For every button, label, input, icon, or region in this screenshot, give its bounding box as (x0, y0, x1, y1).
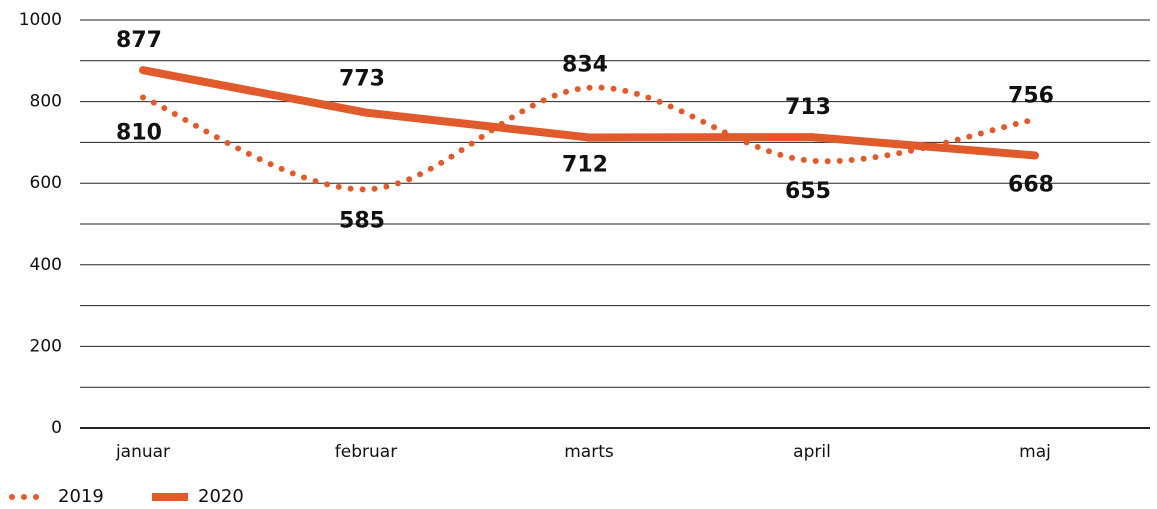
y-tick-label: 1000 (19, 10, 62, 30)
line-series (139, 66, 1039, 160)
data-label: 773 (339, 67, 385, 92)
y-tick-label: 0 (51, 418, 62, 438)
line-series (140, 84, 1038, 193)
x-tick-label: januar (115, 442, 170, 462)
y-tick-label: 600 (30, 173, 62, 193)
y-tick-label: 800 (30, 92, 62, 112)
data-label: 585 (339, 208, 385, 233)
data-label: 877 (116, 28, 162, 53)
legend-label: 2020 (198, 486, 244, 507)
data-label: 655 (785, 179, 831, 204)
data-label: 810 (116, 121, 162, 146)
x-tick-label: marts (564, 442, 614, 462)
x-tick-label: april (793, 442, 831, 462)
y-tick-label: 200 (30, 336, 62, 356)
data-label: 713 (785, 95, 831, 120)
x-tick-label: februar (335, 442, 397, 462)
data-label: 712 (562, 153, 608, 178)
data-label: 834 (562, 53, 608, 78)
data-label: 668 (1008, 172, 1054, 197)
y-tick-label: 400 (30, 255, 62, 275)
x-tick-label: maj (1019, 442, 1051, 462)
legend-label: 2019 (58, 486, 104, 507)
data-label: 756 (1008, 84, 1054, 109)
